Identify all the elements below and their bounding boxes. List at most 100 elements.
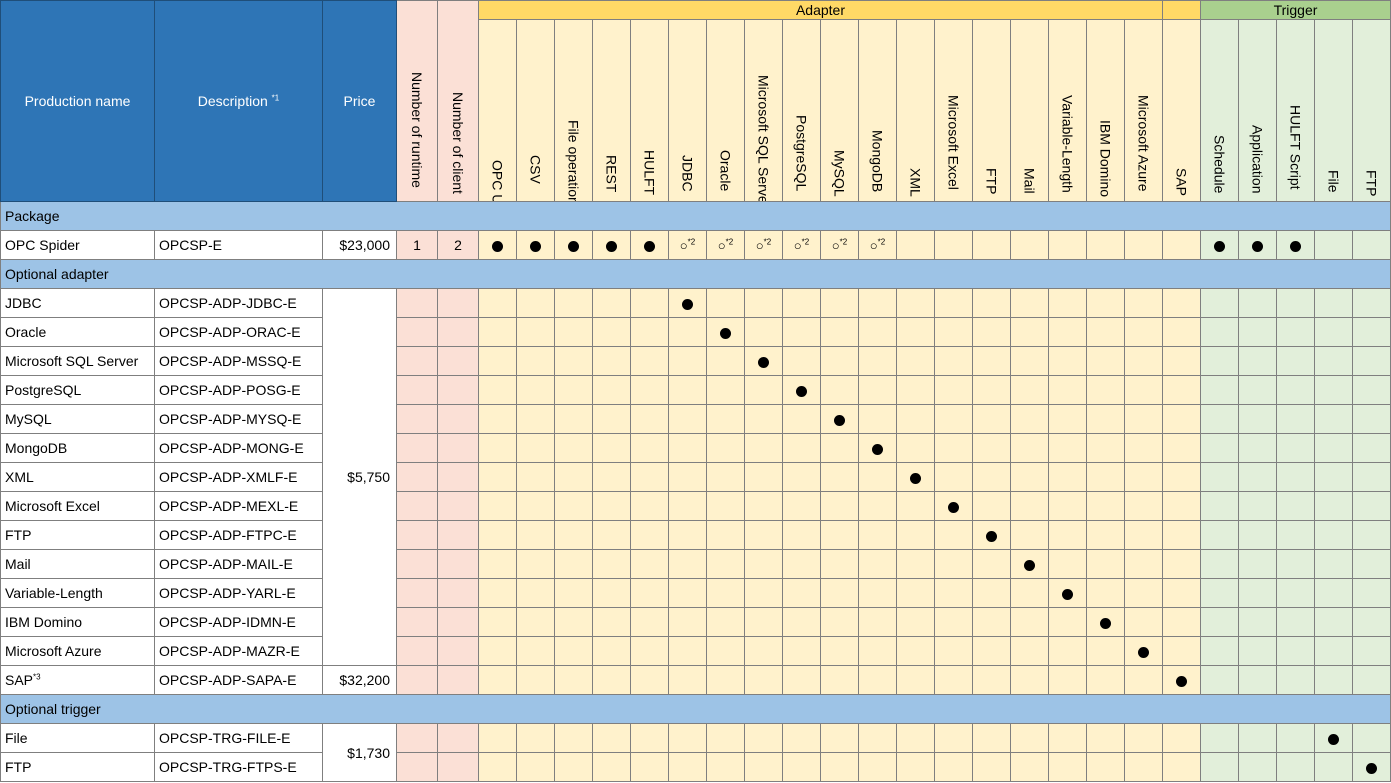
trigger-cell — [1276, 346, 1315, 376]
table-row: OPC Spider OPCSP-E $23,000 1 2 ○*2 ○*2 ○*2 ○*2 ○*… — [0, 230, 1391, 260]
adapter-cell — [1010, 607, 1049, 637]
table-row: PostgreSQL OPCSP-ADP-POSG-E — [0, 375, 1391, 405]
adapter-cell — [744, 665, 783, 695]
adapter-cell — [1048, 375, 1087, 405]
runtime-cell — [396, 317, 438, 347]
adapter-cell — [1086, 491, 1125, 521]
adapter-cell — [782, 752, 821, 782]
adapter-cell — [744, 404, 783, 434]
adapter-cell — [744, 636, 783, 666]
adapter-cell — [858, 288, 897, 318]
trigger-cell — [1276, 491, 1315, 521]
runtime-cell: 1 — [396, 230, 438, 260]
adapter-cell — [706, 607, 745, 637]
client-cell — [437, 317, 479, 347]
open-circle-icon: ○*2 — [755, 237, 772, 253]
col-header-description: Description *1 — [154, 0, 323, 202]
product-code-cell: OPCSP-ADP-POSG-E — [154, 375, 323, 405]
trigger-cell — [1238, 404, 1277, 434]
price-cell: $1,730 — [322, 723, 397, 782]
adapter-cell — [516, 230, 555, 260]
adapter-cell — [1124, 636, 1163, 666]
adapter-cell — [478, 230, 517, 260]
adapter-cell — [858, 752, 897, 782]
adapter-cell — [1162, 317, 1201, 347]
open-circle-icon: ○*2 — [869, 237, 886, 253]
adapter-cell — [1048, 549, 1087, 579]
filled-dot-icon — [530, 240, 541, 252]
open-circle-icon: ○*2 — [793, 237, 810, 253]
open-circle-icon: ○*2 — [831, 237, 848, 253]
trigger-cell — [1352, 346, 1391, 376]
adapter-cell: ○*2 — [744, 230, 783, 260]
client-cell — [437, 578, 479, 608]
adapter-cell — [1162, 230, 1201, 260]
product-code-cell: OPCSP-ADP-JDBC-E — [154, 288, 323, 318]
adapter-cell — [1010, 404, 1049, 434]
filled-dot-icon — [1100, 617, 1111, 629]
adapter-cell — [858, 607, 897, 637]
client-cell — [437, 346, 479, 376]
table-row: Mail OPCSP-ADP-MAIL-E — [0, 549, 1391, 579]
trigger-cell — [1238, 578, 1277, 608]
trigger-cell — [1200, 549, 1239, 579]
adapter-cell — [934, 549, 973, 579]
adapter-cell — [1124, 607, 1163, 637]
adapter-cell — [554, 665, 593, 695]
adapter-cell — [668, 462, 707, 492]
col-header-adapter: JDBC — [668, 19, 707, 202]
adapter-cell — [478, 607, 517, 637]
trigger-cell — [1276, 578, 1315, 608]
filled-dot-icon — [1138, 646, 1149, 658]
adapter-cell — [630, 404, 669, 434]
adapter-cell — [896, 636, 935, 666]
trigger-cell — [1276, 520, 1315, 550]
adapter-cell — [1086, 230, 1125, 260]
trigger-cell — [1352, 723, 1391, 753]
trigger-cell — [1238, 230, 1277, 260]
trigger-cell — [1314, 607, 1353, 637]
trigger-cell — [1276, 723, 1315, 753]
product-code-cell: OPCSP-TRG-FTPS-E — [154, 752, 323, 782]
adapter-cell — [592, 723, 631, 753]
client-cell — [437, 491, 479, 521]
runtime-cell — [396, 404, 438, 434]
adapter-cell — [1086, 462, 1125, 492]
adapter-cell — [1162, 636, 1201, 666]
adapter-cell — [896, 404, 935, 434]
adapter-cell — [896, 549, 935, 579]
col-header-adapter: Microsoft Azure — [1124, 19, 1163, 202]
col-header-adapter: Microsoft SQL Server — [744, 19, 783, 202]
adapter-cell — [1124, 317, 1163, 347]
adapter-cell — [820, 723, 859, 753]
runtime-cell — [396, 491, 438, 521]
adapter-cell — [630, 665, 669, 695]
client-cell — [437, 607, 479, 637]
product-name-cell: SAP*3 — [0, 665, 155, 695]
trigger-cell — [1200, 433, 1239, 463]
table-row: FTP OPCSP-ADP-FTPC-E — [0, 520, 1391, 550]
adapter-cell — [820, 636, 859, 666]
client-cell — [437, 665, 479, 695]
filled-dot-icon — [796, 385, 807, 397]
adapter-cell — [744, 375, 783, 405]
trigger-cell — [1200, 520, 1239, 550]
trigger-cell — [1238, 288, 1277, 318]
col-header-runtime: Number of runtime — [396, 0, 438, 202]
adapter-cell — [1010, 520, 1049, 550]
trigger-cell — [1352, 375, 1391, 405]
adapter-cell — [706, 723, 745, 753]
trigger-cell — [1314, 375, 1353, 405]
trigger-cell — [1314, 346, 1353, 376]
adapter-cell — [858, 636, 897, 666]
adapter-cell — [668, 549, 707, 579]
adapter-cell — [1086, 723, 1125, 753]
trigger-cell — [1238, 317, 1277, 347]
filled-dot-icon — [1252, 240, 1263, 252]
adapter-cell — [478, 433, 517, 463]
adapter-cell — [1010, 317, 1049, 347]
adapter-cell — [1124, 549, 1163, 579]
adapter-cell — [972, 433, 1011, 463]
adapter-cell — [896, 578, 935, 608]
adapter-cell — [1124, 752, 1163, 782]
